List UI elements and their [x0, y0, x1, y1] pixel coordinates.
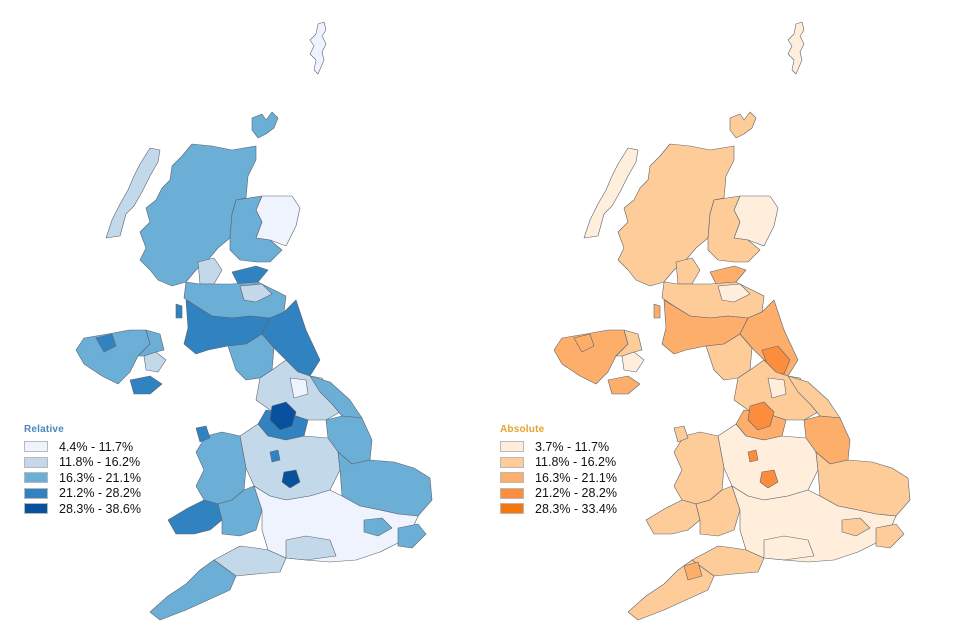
legend-swatch	[24, 487, 48, 499]
region-angus	[707, 195, 761, 263]
relative-map-panel: Relative 4.4% - 11.7% 11.8% - 16.2% 16.3…	[20, 21, 433, 621]
region-down	[129, 375, 163, 395]
legend-swatch	[24, 456, 48, 468]
region-manchester-core	[747, 401, 775, 431]
legend-label: 28.3% - 33.4%	[535, 501, 617, 516]
region-north-wales	[673, 431, 725, 505]
region-aberdeenshire	[255, 195, 301, 247]
region-south-west-wales	[167, 499, 223, 535]
legend-row: 11.8% - 16.2%	[496, 455, 617, 471]
region-fife	[231, 265, 269, 285]
region-manchester-core	[269, 401, 297, 431]
region-western-isles	[105, 147, 161, 239]
region-derry	[95, 333, 117, 353]
region-london	[363, 517, 393, 537]
region-kent	[397, 523, 427, 549]
region-somerset-dorset	[213, 545, 287, 577]
region-shetland	[787, 21, 805, 75]
legend-label: 16.3% - 21.1%	[535, 470, 617, 485]
region-shetland	[309, 21, 327, 75]
legend-row: 21.2% - 28.2%	[496, 486, 617, 502]
region-down	[607, 375, 641, 395]
region-northern-ireland-west	[75, 329, 151, 385]
legend-swatch	[500, 456, 524, 468]
region-derry	[573, 333, 595, 353]
legend-swatch	[500, 472, 524, 484]
legend-row: 11.8% - 16.2%	[20, 455, 141, 471]
region-north-yorkshire-light	[289, 377, 309, 399]
region-angus	[229, 195, 283, 263]
legend-row: 4.4% - 11.7%	[20, 439, 141, 455]
legend-swatch	[500, 503, 524, 515]
legend-row: 3.7% - 11.7%	[496, 439, 617, 455]
region-north-wales	[195, 431, 247, 505]
legend-label: 28.3% - 38.6%	[59, 501, 141, 516]
region-somerset-dorset	[691, 545, 765, 577]
region-lothian	[239, 283, 273, 303]
legend-swatch	[24, 472, 48, 484]
region-devon-cornwall	[627, 559, 715, 621]
region-antrim	[615, 329, 643, 357]
region-kent	[875, 523, 905, 549]
legend-label: 3.7% - 11.7%	[535, 439, 610, 454]
region-stoke	[747, 449, 759, 463]
legend-label: 21.2% - 28.2%	[59, 486, 141, 501]
absolute-legend: Absolute 3.7% - 11.7% 11.8% - 16.2% 16.3…	[496, 424, 617, 517]
region-north-yorkshire-light	[767, 377, 787, 399]
region-arran	[653, 303, 661, 319]
legend-swatch	[500, 487, 524, 499]
legend-row: 21.2% - 28.2%	[20, 486, 141, 502]
legend-row: 16.3% - 21.1%	[20, 470, 141, 486]
region-aberdeenshire	[733, 195, 779, 247]
region-south-wales	[217, 485, 263, 537]
region-south-wales	[695, 485, 741, 537]
legend-label: 4.4% - 11.7%	[59, 439, 134, 454]
legend-row: 16.3% - 21.1%	[496, 470, 617, 486]
region-north-devon	[683, 561, 703, 581]
relative-uk-choropleth	[75, 21, 433, 621]
absolute-map-panel: Absolute 3.7% - 11.7% 11.8% - 16.2% 16.3…	[478, 0, 958, 640]
region-northern-ireland-west	[553, 329, 629, 385]
legend-title: Relative	[24, 424, 64, 435]
legend-title: Absolute	[500, 424, 545, 435]
legend-label: 16.3% - 21.1%	[59, 470, 141, 485]
legend-swatch	[24, 503, 48, 515]
legend-label: 21.2% - 28.2%	[535, 486, 617, 501]
region-anglesey	[195, 425, 211, 443]
region-south-west-wales	[645, 499, 701, 535]
region-anglesey	[673, 425, 689, 443]
region-lothian	[717, 283, 751, 303]
region-arran	[175, 303, 183, 319]
region-perth	[675, 257, 701, 285]
region-birmingham	[759, 469, 779, 489]
legend-row: 28.3% - 33.4%	[496, 501, 617, 517]
legend-row: 28.3% - 38.6%	[20, 501, 141, 517]
region-orkney	[729, 111, 757, 139]
legend-label: 11.8% - 16.2%	[535, 455, 617, 470]
region-orkney	[251, 111, 279, 139]
region-fife	[709, 265, 747, 285]
region-london	[841, 517, 871, 537]
absolute-uk-choropleth	[553, 21, 911, 621]
relative-legend: Relative 4.4% - 11.7% 11.8% - 16.2% 16.3…	[20, 424, 141, 517]
region-perth	[197, 257, 223, 285]
region-devon-cornwall	[149, 559, 237, 621]
region-antrim	[137, 329, 165, 357]
region-highland	[139, 143, 257, 287]
legend-label: 11.8% - 16.2%	[59, 455, 141, 470]
legend-swatch	[500, 441, 524, 453]
region-highland	[617, 143, 735, 287]
region-hampshire	[285, 535, 337, 561]
legend-swatch	[24, 441, 48, 453]
region-birmingham	[281, 469, 301, 489]
region-western-isles	[583, 147, 639, 239]
region-hampshire	[763, 535, 815, 561]
region-stoke	[269, 449, 281, 463]
